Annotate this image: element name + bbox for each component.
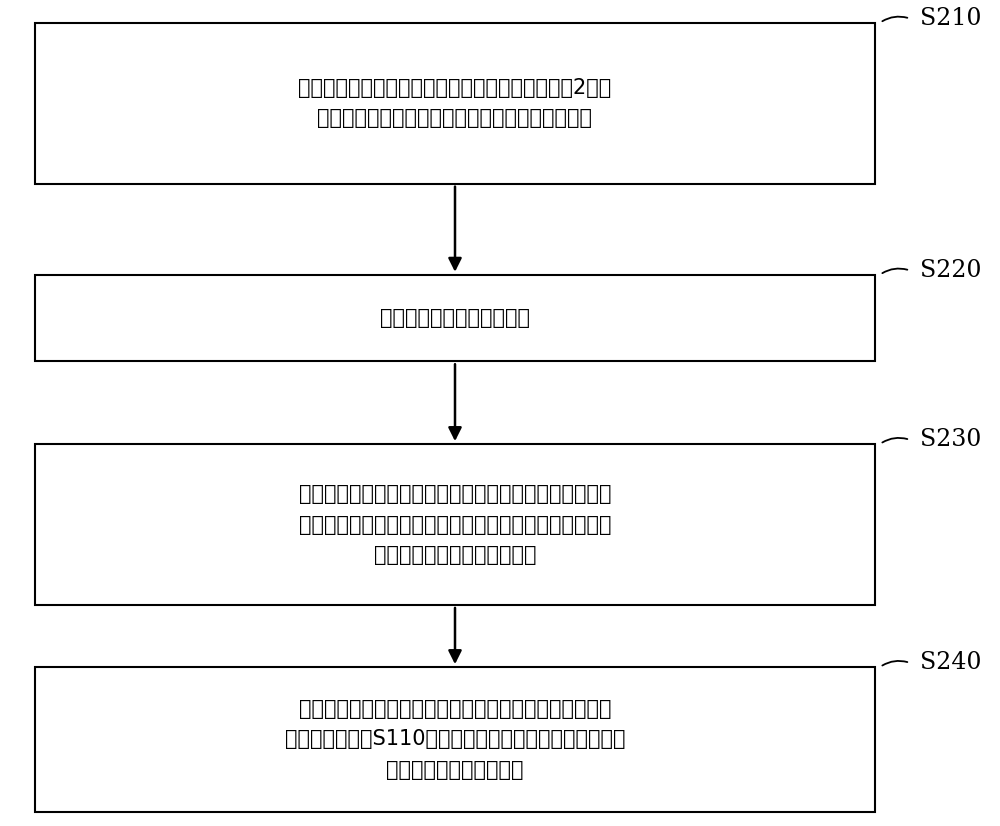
Text: S230: S230 <box>920 429 981 451</box>
Text: 对每一份所述样本分级量化: 对每一份所述样本分级量化 <box>380 308 530 328</box>
Text: S240: S240 <box>920 652 982 674</box>
Bar <box>35 444 875 605</box>
Bar <box>35 274 875 362</box>
Text: 将带有编码的所述模拟信号作为所述前端设备传送过来的
模拟信号在步骤S110中使用，输出带有编码的原始光信号
和带有编码的复制光信号: 将带有编码的所述模拟信号作为所述前端设备传送过来的 模拟信号在步骤S110中使用… <box>285 699 625 780</box>
Text: S220: S220 <box>920 259 982 282</box>
Text: 把所述样本分级量化后，按照预设格式进行编码，输出带
有编码的所述模拟信号；具体而言，所述样本是将前端设
备传送过来的模拟信号的样本: 把所述样本分级量化后，按照预设格式进行编码，输出带 有编码的所述模拟信号；具体而… <box>299 484 611 565</box>
Bar <box>35 667 875 811</box>
Text: 将前端设备传送过来的所述模拟信号最高频率至少2倍以
上的采样速率采样，得到若干样本并输出离散信号: 将前端设备传送过来的所述模拟信号最高频率至少2倍以 上的采样速率采样，得到若干样… <box>298 78 612 129</box>
Text: S210: S210 <box>920 7 982 30</box>
Bar <box>35 23 875 184</box>
